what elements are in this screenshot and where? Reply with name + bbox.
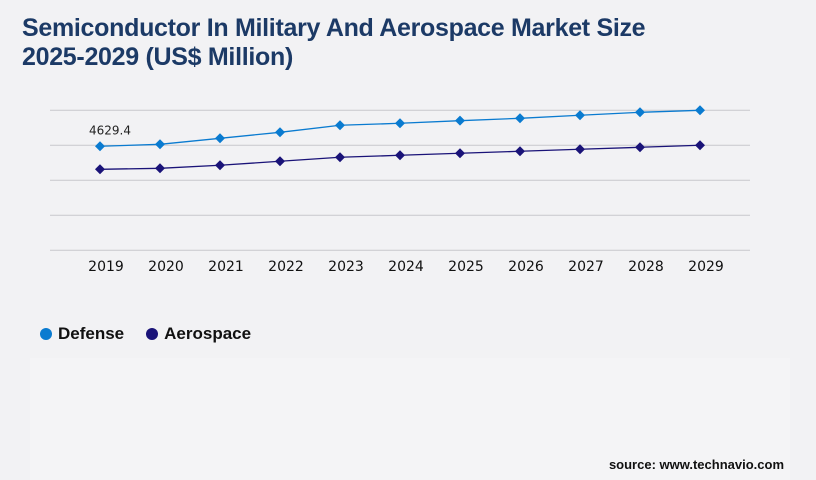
legend-marker-aerospace: [146, 328, 159, 340]
x-tick-label: 2025: [448, 259, 484, 275]
legend-marker-defense: [40, 328, 52, 340]
x-tick-label: 2028: [628, 259, 664, 275]
chart-title: Semiconductor In Military And Aerospace …: [22, 14, 646, 72]
x-tick-label: 2023: [328, 259, 364, 275]
x-tick-label: 2022: [268, 259, 304, 275]
title-line-1: Semiconductor In Military And Aerospace …: [22, 14, 646, 42]
data-point-aerospace: [695, 140, 705, 151]
data-point-defense: [695, 105, 705, 116]
legend-item-aerospace: Aerospace: [146, 324, 251, 344]
background-panel: [30, 358, 790, 480]
data-point-aerospace: [155, 163, 165, 174]
data-point-defense: [515, 113, 525, 124]
data-point-aerospace: [515, 146, 525, 157]
x-tick-label: 2021: [208, 259, 244, 275]
x-tick-label: 2024: [388, 259, 424, 275]
data-point-aerospace: [395, 150, 405, 161]
data-point-defense: [635, 107, 645, 118]
data-point-defense: [215, 133, 225, 144]
x-tick-label: 2026: [508, 259, 544, 275]
data-label: 4629.4: [89, 123, 131, 137]
data-point-aerospace: [635, 142, 645, 153]
data-point-defense: [335, 120, 345, 131]
data-point-defense: [275, 127, 285, 138]
data-point-aerospace: [275, 156, 285, 167]
data-point-aerospace: [215, 160, 225, 171]
title-line-2: 2025-2029 (US$ Million): [22, 43, 293, 71]
data-point-aerospace: [455, 148, 465, 159]
data-point-defense: [575, 110, 585, 121]
data-point-defense: [455, 115, 465, 126]
source-note: source: www.technavio.com: [608, 457, 784, 472]
legend-item-defense: Defense: [40, 324, 124, 344]
x-tick-label: 2029: [688, 259, 724, 275]
data-point-aerospace: [575, 144, 585, 155]
line-chart: 2019 2020 2021 2022 2023 2024 2025 2026 2027 2028…: [50, 105, 750, 275]
data-point-defense: [95, 141, 105, 152]
x-tick-label: 2019: [88, 259, 124, 275]
data-point-defense: [155, 139, 165, 150]
legend-label-defense: Defense: [58, 324, 125, 343]
data-point-aerospace: [335, 152, 345, 163]
x-tick-label: 2027: [568, 259, 604, 275]
x-tick-label: 2020: [148, 259, 184, 275]
series-line-defense: [99, 109, 701, 147]
legend: Defense Aerospace: [40, 324, 251, 344]
data-point-defense: [395, 118, 405, 129]
legend-label-aerospace: Aerospace: [164, 324, 252, 343]
data-point-aerospace: [95, 164, 105, 175]
